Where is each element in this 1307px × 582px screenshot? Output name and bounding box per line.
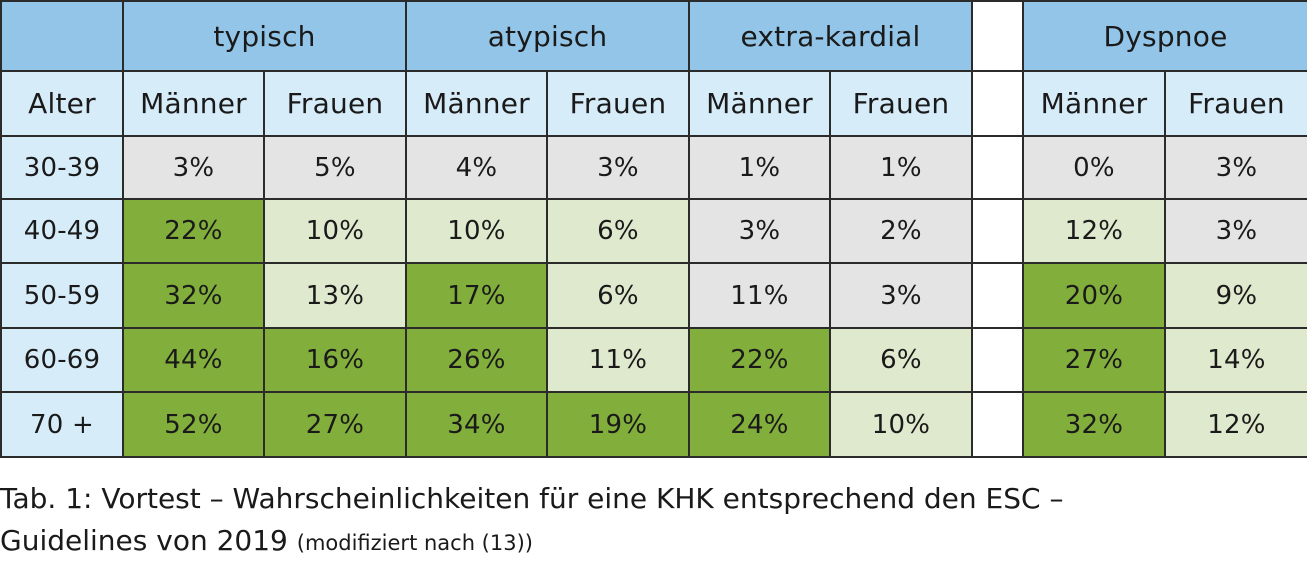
value-cell: 3% (546, 135, 690, 200)
value-cell: 26% (405, 327, 548, 393)
spacer-cell (971, 198, 1024, 264)
group-header-2: extra-kardial (688, 0, 973, 72)
value-cell: 0% (1022, 135, 1166, 200)
caption-line-2-main: Guidelines von 2019 (0, 524, 288, 557)
value-cell: 19% (546, 391, 690, 458)
value-cell: 22% (122, 198, 265, 264)
sex-header: Frauen (263, 70, 407, 137)
value-cell: 32% (122, 262, 265, 329)
value-cell: 12% (1164, 391, 1307, 458)
value-cell: 3% (122, 135, 265, 200)
value-cell: 3% (829, 262, 973, 329)
sex-header: Frauen (829, 70, 973, 137)
value-cell: 10% (829, 391, 973, 458)
spacer-cell (971, 70, 1024, 137)
value-cell: 27% (1022, 327, 1166, 393)
value-cell: 12% (1022, 198, 1166, 264)
sex-header: Männer (122, 70, 265, 137)
value-cell: 24% (688, 391, 831, 458)
age-cell: 70 + (0, 391, 124, 458)
spacer-cell (971, 0, 1024, 72)
spacer-cell (971, 327, 1024, 393)
age-cell: 30-39 (0, 135, 124, 200)
value-cell: 27% (263, 391, 407, 458)
value-cell: 34% (405, 391, 548, 458)
age-cell: 50-59 (0, 262, 124, 329)
caption-line-2-note: (modifiziert nach (13)) (296, 531, 533, 555)
caption-line-2: Guidelines von 2019 (modifiziert nach (1… (0, 520, 1307, 564)
sex-header: Männer (405, 70, 548, 137)
group-header-3: Dyspnoe (1022, 0, 1307, 72)
value-cell: 2% (829, 198, 973, 264)
value-cell: 17% (405, 262, 548, 329)
value-cell: 22% (688, 327, 831, 393)
table-caption: Tab. 1: Vortest – Wahrscheinlichkeiten f… (0, 478, 1307, 564)
value-cell: 1% (829, 135, 973, 200)
value-cell: 9% (1164, 262, 1307, 329)
value-cell: 11% (546, 327, 690, 393)
corner-header-cell (0, 0, 124, 72)
group-header-1: atypisch (405, 0, 690, 72)
sex-header: Männer (1022, 70, 1166, 137)
sex-header: Frauen (546, 70, 690, 137)
age-header: Alter (0, 70, 124, 137)
value-cell: 32% (1022, 391, 1166, 458)
value-cell: 3% (1164, 135, 1307, 200)
value-cell: 13% (263, 262, 407, 329)
value-cell: 11% (688, 262, 831, 329)
value-cell: 6% (546, 198, 690, 264)
spacer-cell (971, 391, 1024, 458)
value-cell: 4% (405, 135, 548, 200)
value-cell: 5% (263, 135, 407, 200)
value-cell: 6% (546, 262, 690, 329)
value-cell: 6% (829, 327, 973, 393)
spacer-cell (971, 135, 1024, 200)
value-cell: 52% (122, 391, 265, 458)
value-cell: 16% (263, 327, 407, 393)
sex-header: Frauen (1164, 70, 1307, 137)
spacer-cell (971, 262, 1024, 329)
value-cell: 14% (1164, 327, 1307, 393)
value-cell: 10% (405, 198, 548, 264)
caption-line-1: Tab. 1: Vortest – Wahrscheinlichkeiten f… (0, 482, 1064, 515)
value-cell: 20% (1022, 262, 1166, 329)
value-cell: 3% (688, 198, 831, 264)
age-cell: 40-49 (0, 198, 124, 264)
probability-table: typisch atypisch extra-kardial Dyspnoe Alter… (0, 0, 1307, 458)
value-cell: 1% (688, 135, 831, 200)
age-cell: 60-69 (0, 327, 124, 393)
sex-header: Männer (688, 70, 831, 137)
group-header-0: typisch (122, 0, 407, 72)
value-cell: 44% (122, 327, 265, 393)
value-cell: 10% (263, 198, 407, 264)
value-cell: 3% (1164, 198, 1307, 264)
